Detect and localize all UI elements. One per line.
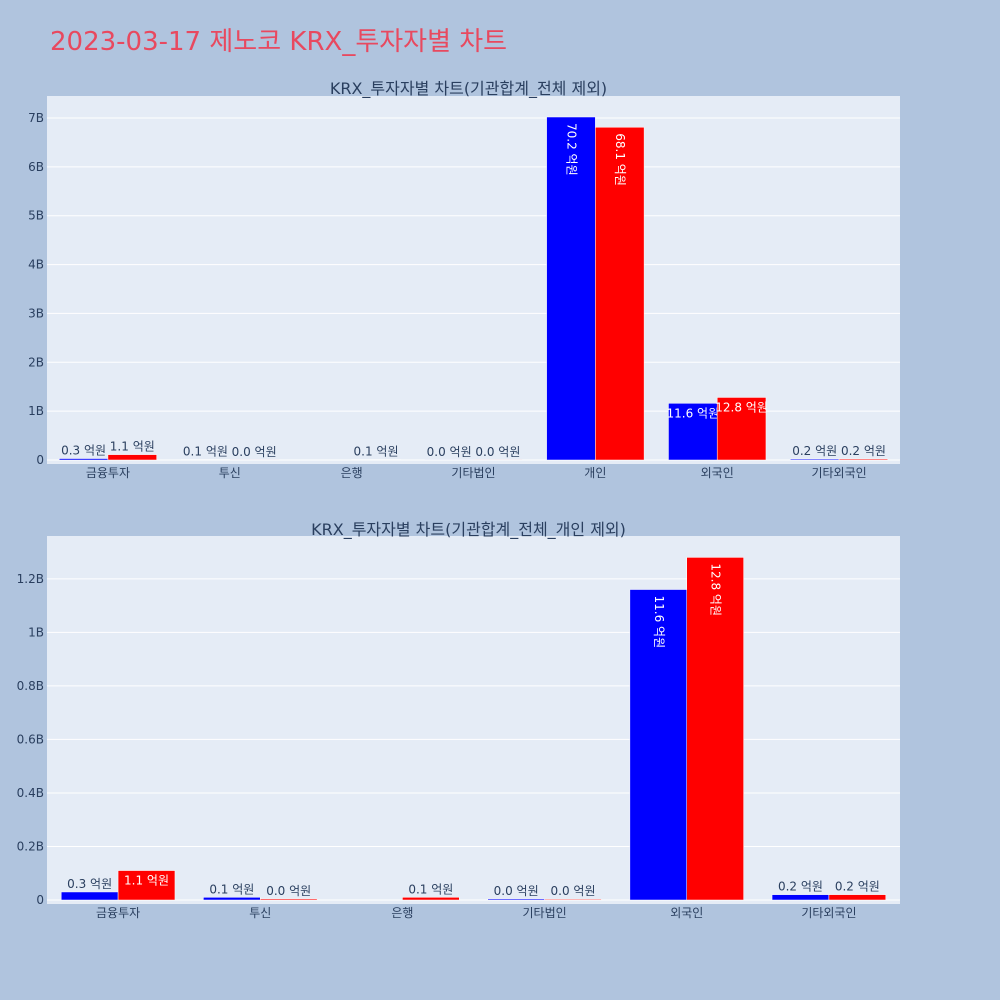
x-tick-label: 은행	[341, 465, 363, 480]
y-tick-label: 7B	[28, 111, 44, 125]
x-tick-label: 투신	[249, 906, 271, 920]
bar	[402, 897, 460, 901]
y-tick-label: 0.2B	[17, 839, 44, 853]
bar	[203, 897, 261, 901]
y-tick-label: 6B	[28, 160, 44, 174]
y-tick-label: 0.4B	[17, 786, 44, 800]
y-tick-label: 5B	[28, 209, 44, 223]
page-title: 2023-03-17 제노코 KRX_투자자별 차트	[50, 27, 507, 57]
bar	[260, 898, 318, 901]
bar	[828, 894, 887, 901]
data-label: 0.0 억원	[475, 445, 520, 459]
bar	[790, 458, 840, 461]
x-tick-label: 개인	[584, 466, 606, 480]
y-tick-label: 2B	[28, 355, 44, 369]
plot-area	[47, 96, 900, 464]
data-label: 0.1 억원	[209, 882, 254, 896]
x-tick-label: 금융투자	[96, 906, 140, 920]
chart-1: KRX_투자자별 차트(기관합계_전체 제외) 0 1B 2B 3B 4B 5B 6B 7B 금융…	[28, 79, 900, 480]
x-tick-label: 금융투자	[86, 466, 130, 480]
data-label: 1.1 억원	[110, 440, 155, 454]
bar	[668, 403, 718, 461]
x-tick-label: 기타법인	[522, 906, 566, 920]
data-label: 0.2 억원	[841, 444, 886, 458]
data-label: 0.1 억원	[408, 882, 453, 896]
data-label: 0.0 억원	[551, 884, 596, 898]
data-label: 70.2 억원	[564, 123, 578, 176]
bar	[487, 898, 545, 901]
data-label: 0.0 억원	[494, 884, 539, 898]
data-label: 1.1 억원	[124, 874, 169, 888]
data-label: 0.0 억원	[427, 445, 472, 459]
x-tick-label: 투신	[219, 466, 241, 480]
x-tick-label: 기타외국인	[811, 466, 866, 480]
data-label: 0.1 억원	[354, 445, 399, 459]
bar	[771, 894, 830, 901]
x-tick-label: 기타외국인	[801, 906, 856, 920]
bar	[107, 454, 157, 461]
bar	[716, 397, 767, 461]
x-tick-label: 외국인	[701, 466, 734, 480]
y-tick-label: 0	[36, 453, 44, 467]
y-tick-label: 0.8B	[17, 679, 44, 693]
data-label: 11.6 억원	[652, 596, 666, 649]
bar	[544, 898, 602, 901]
x-tick-label: 은행	[391, 905, 413, 920]
y-tick-label: 3B	[28, 306, 44, 320]
bar	[58, 458, 109, 461]
bar	[629, 589, 688, 901]
data-label: 0.1 억원	[183, 445, 228, 459]
data-label: 12.8 억원	[709, 563, 723, 616]
data-label: 68.1 억원	[613, 133, 627, 186]
y-tick-label: 1B	[28, 625, 44, 639]
x-tick-label: 외국인	[670, 906, 703, 920]
chart-title: KRX_투자자별 차트(기관합계_전체_개인 제외)	[311, 520, 626, 540]
y-tick-label: 1B	[28, 404, 44, 418]
y-tick-label: 1.2B	[17, 572, 44, 586]
chart-title: KRX_투자자별 차트(기관합계_전체 제외)	[330, 79, 607, 99]
bar	[686, 557, 744, 901]
chart-2: KRX_투자자별 차트(기관합계_전체_개인 제외) 0 0.2B 0.4B 0.6B 0…	[17, 520, 900, 920]
data-label: 0.0 억원	[266, 884, 311, 898]
data-label: 0.3 억원	[61, 444, 106, 458]
bar	[117, 870, 176, 901]
plot-area	[47, 536, 900, 904]
data-label: 11.6 억원	[667, 406, 720, 420]
y-tick-label: 0	[36, 893, 44, 907]
data-label: 0.3 억원	[67, 877, 112, 891]
y-tick-label: 0.6B	[17, 732, 44, 746]
bar	[838, 458, 889, 461]
bar	[546, 116, 596, 461]
x-tick-label: 기타법인	[451, 466, 495, 480]
data-label: 0.2 억원	[778, 880, 823, 894]
data-label: 0.0 억원	[232, 445, 277, 459]
bar	[595, 127, 645, 461]
bar	[60, 891, 119, 901]
data-label: 12.8 억원	[715, 400, 768, 414]
data-label: 0.2 억원	[792, 444, 837, 458]
data-label: 0.2 억원	[835, 880, 880, 894]
y-tick-label: 4B	[28, 258, 44, 272]
